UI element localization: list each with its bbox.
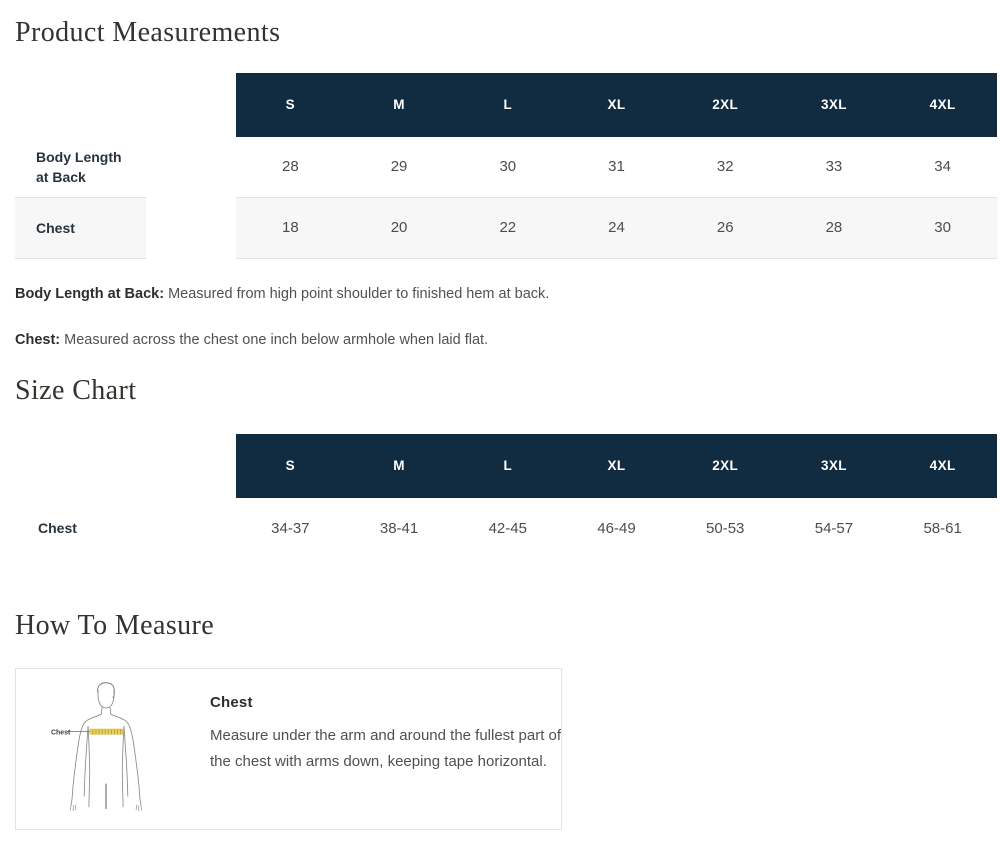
measurement-value: 33 xyxy=(779,137,889,198)
size-range-value: 46-49 xyxy=(597,519,636,537)
size-chart-title: Size Chart xyxy=(15,374,137,406)
row-label-body-length: Body Length at Back xyxy=(15,137,146,198)
size-column-header-2xl: 2XL xyxy=(670,72,780,137)
row-label-chest: Chest xyxy=(15,498,146,559)
product-measurements-table: S M L XL 2XL 3XL 4XL Body Length at Back… xyxy=(15,72,997,259)
note-chest: Chest: Measured across the chest one inc… xyxy=(15,330,997,350)
note-text: Measured from high point shoulder to fin… xyxy=(164,285,550,302)
measure-instruction-text: Measure under the arm and around the ful… xyxy=(210,727,562,771)
size-column-header-3xl: 3XL xyxy=(779,72,889,137)
size-range-value: 42-45 xyxy=(488,519,527,537)
measurement-notes: Body Length at Back: Measured from high … xyxy=(15,284,997,350)
measurement-value: 18 xyxy=(236,197,345,259)
size-range-value: 58-61 xyxy=(923,519,962,537)
size-column-header-l: L xyxy=(453,72,563,137)
row-label-line1: Body Length xyxy=(36,148,122,165)
size-column-header-l: L xyxy=(453,433,563,498)
size-column-header-4xl: 4XL xyxy=(888,72,997,137)
measurement-value: 22 xyxy=(453,197,563,259)
note-term: Body Length at Back: xyxy=(15,285,165,302)
size-chart-table: S M L XL 2XL 3XL 4XL Chest 34-37 38-41 4… xyxy=(15,433,997,559)
size-column-header-2xl: 2XL xyxy=(670,433,780,498)
measurement-value: 34 xyxy=(888,137,997,198)
measure-instructions: Chest Measure under the arm and around t… xyxy=(210,681,562,817)
row-label-cell: Body Length at Back xyxy=(15,137,236,198)
row-label-cell: Chest xyxy=(15,197,236,259)
torso-figure-icon: Chest xyxy=(51,682,142,812)
measurement-value: 28 xyxy=(236,137,345,198)
size-guide-page: Product Measurements S M L XL 2XL 3XL 4X… xyxy=(15,17,997,831)
measurement-value: 30 xyxy=(453,137,563,198)
size-column-header-m: M xyxy=(344,72,454,137)
size-column-header-s: S xyxy=(236,433,345,498)
figure-chest-label: Chest xyxy=(51,730,71,737)
table-corner-spacer xyxy=(15,73,236,137)
size-range-value: 38-41 xyxy=(379,519,419,537)
table-corner-spacer xyxy=(15,434,236,498)
size-range-value: 50-53 xyxy=(706,519,745,537)
how-to-measure-title: How To Measure xyxy=(15,609,215,641)
size-column-header-m: M xyxy=(344,433,454,498)
row-label-cell: Chest xyxy=(15,498,236,559)
size-column-header-xl: XL xyxy=(562,433,671,498)
measurement-value: 30 xyxy=(888,197,997,259)
size-column-header-4xl: 4XL xyxy=(888,433,997,498)
body-figure-illustration: Chest xyxy=(41,681,171,817)
row-label-chest: Chest xyxy=(15,197,146,259)
size-column-header-xl: XL xyxy=(562,72,671,137)
measurement-value: 29 xyxy=(344,137,454,198)
how-to-measure-card: Chest Chest Measure under the arm and ar… xyxy=(15,668,562,831)
size-range-value: 54-57 xyxy=(814,519,854,537)
measurement-value: 26 xyxy=(670,197,780,259)
row-label-line1: Chest xyxy=(38,520,77,537)
note-term: Chest: xyxy=(15,331,61,348)
note-text: Measured across the chest one inch below… xyxy=(60,331,489,348)
size-column-header-3xl: 3XL xyxy=(779,433,889,498)
note-body-length: Body Length at Back: Measured from high … xyxy=(15,284,997,304)
row-label-line2: at Back xyxy=(36,168,86,185)
measure-instruction-heading: Chest xyxy=(210,694,253,712)
measurement-value: 24 xyxy=(562,197,671,259)
measurement-value: 20 xyxy=(344,197,454,259)
measurement-value: 28 xyxy=(779,197,889,259)
measurement-value: 32 xyxy=(670,137,780,198)
size-range-value: 34-37 xyxy=(271,519,310,537)
row-label-line1: Chest xyxy=(36,219,75,236)
product-measurements-title: Product Measurements xyxy=(15,17,281,48)
size-column-header-s: S xyxy=(236,72,345,137)
measurement-value: 31 xyxy=(562,137,671,198)
